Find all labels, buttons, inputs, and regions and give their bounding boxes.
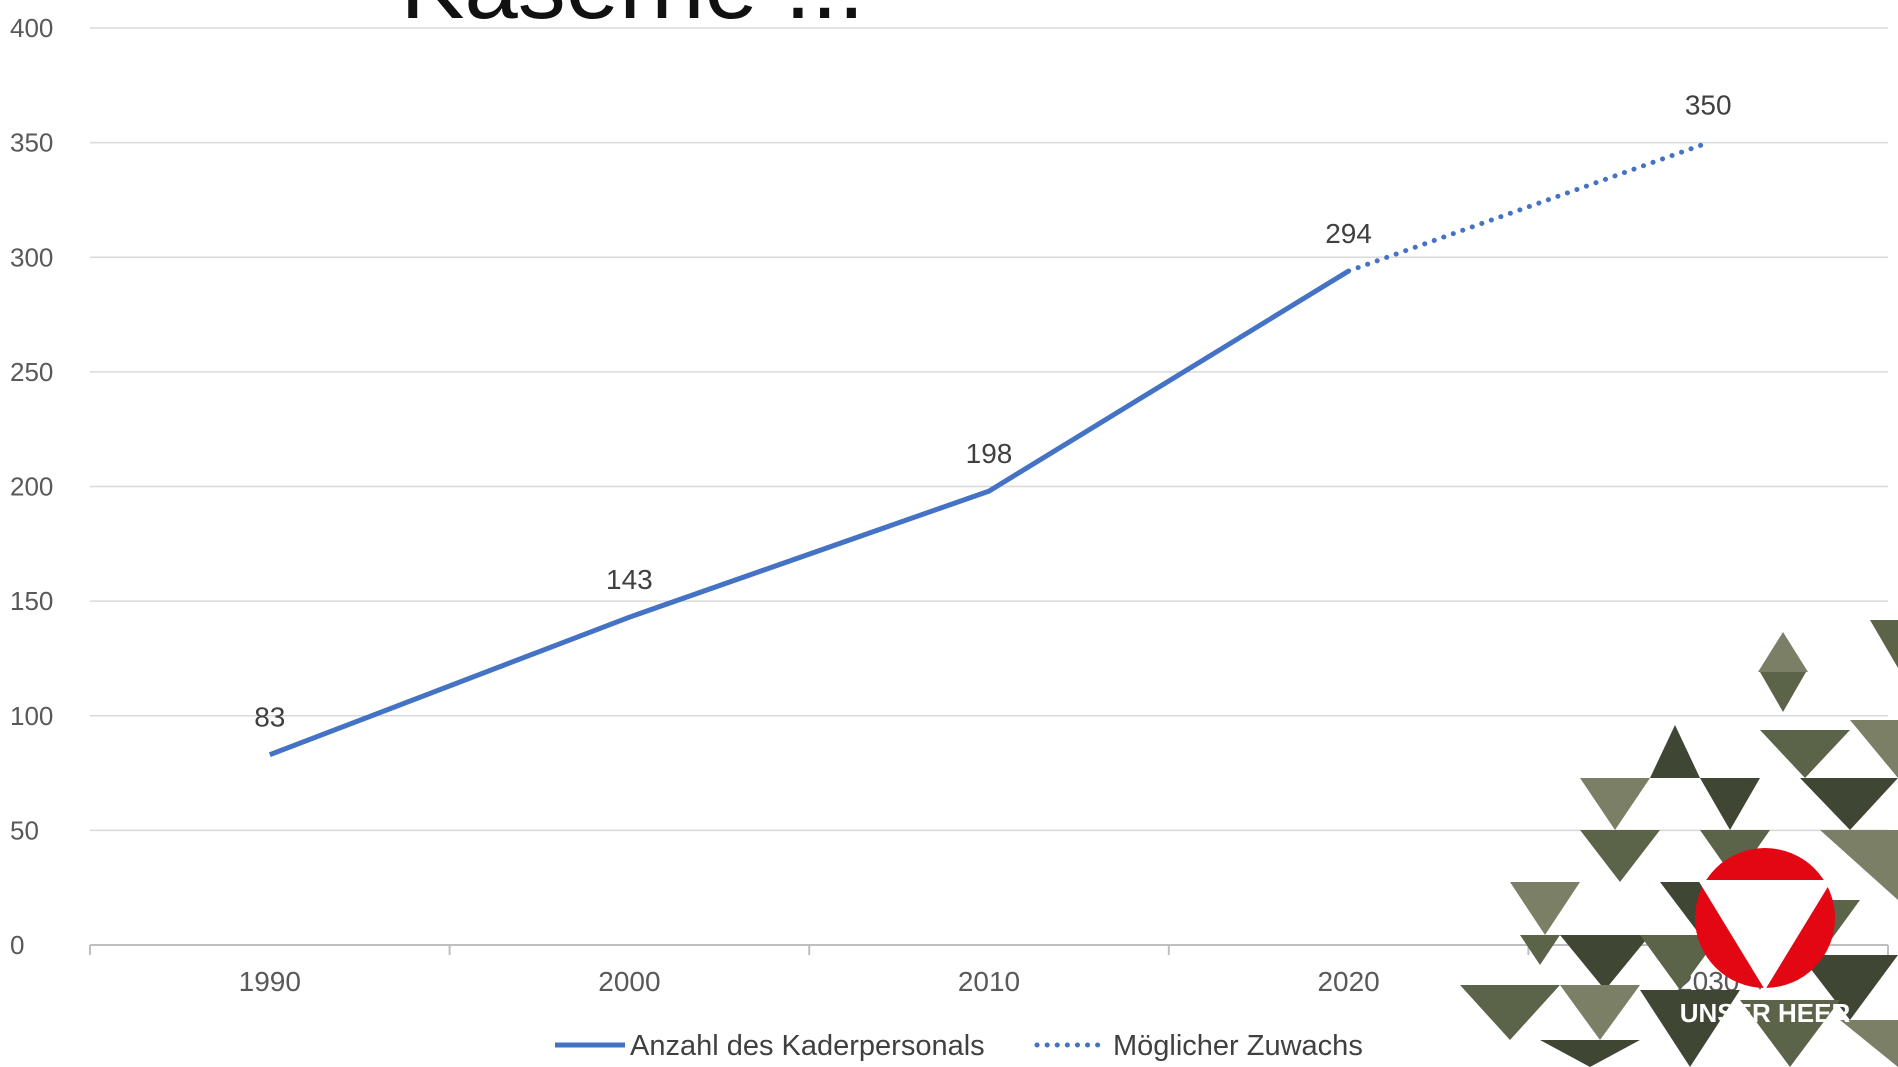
camo-triangle <box>1800 955 1898 1020</box>
y-tick-label: 50 <box>10 815 39 845</box>
camo-triangle <box>1580 778 1650 830</box>
camo-triangle <box>1740 1000 1840 1067</box>
camo-triangle <box>1580 830 1660 882</box>
camo-triangle <box>1460 985 1560 1040</box>
camo-triangle <box>1650 725 1700 778</box>
legend-label: Möglicher Zuwachs <box>1113 1030 1363 1062</box>
camo-triangle <box>1758 632 1808 672</box>
y-tick-label: 150 <box>10 586 53 616</box>
camo-triangle <box>1760 730 1850 778</box>
y-tick-label: 300 <box>10 242 53 272</box>
camo-triangle <box>1850 720 1898 778</box>
y-tick-label: 250 <box>10 357 53 387</box>
x-tick-label: 2010 <box>958 966 1020 997</box>
data-label: 294 <box>1325 218 1372 249</box>
y-tick-label: 0 <box>10 930 24 960</box>
y-tick-label: 350 <box>10 128 53 158</box>
legend-label: Anzahl des Kaderpersonals <box>630 1030 985 1062</box>
camo-triangle <box>1870 620 1898 668</box>
camo-triangle <box>1640 935 1720 990</box>
camo-triangle <box>1800 778 1898 830</box>
data-label: 83 <box>254 702 285 733</box>
camo-triangle <box>1760 672 1806 712</box>
camo-triangle <box>1540 1040 1640 1067</box>
camo-triangle <box>1820 830 1898 900</box>
logo-triangle <box>1698 880 1832 990</box>
data-label: 143 <box>606 564 653 595</box>
y-tick-label: 200 <box>10 472 53 502</box>
x-tick-label: 2020 <box>1317 966 1379 997</box>
brand-text: UNSER HEER <box>1680 998 1851 1028</box>
x-tick-label: 1990 <box>239 966 301 997</box>
y-tick-label: 400 <box>10 13 53 43</box>
series-line-solid <box>268 268 1350 758</box>
camo-triangle <box>1640 990 1740 1067</box>
data-label: 350 <box>1685 90 1732 121</box>
series-line-dotted <box>1346 140 1711 274</box>
camo-triangle <box>1510 882 1580 935</box>
x-tick-label: 2000 <box>598 966 660 997</box>
data-label: 198 <box>966 438 1013 469</box>
camo-triangle <box>1520 935 1560 965</box>
camo-triangle <box>1840 1020 1898 1067</box>
camo-triangle <box>1560 935 1650 990</box>
camo-triangle <box>1700 778 1760 830</box>
y-tick-label: 100 <box>10 701 53 731</box>
camo-triangle <box>1560 985 1640 1040</box>
